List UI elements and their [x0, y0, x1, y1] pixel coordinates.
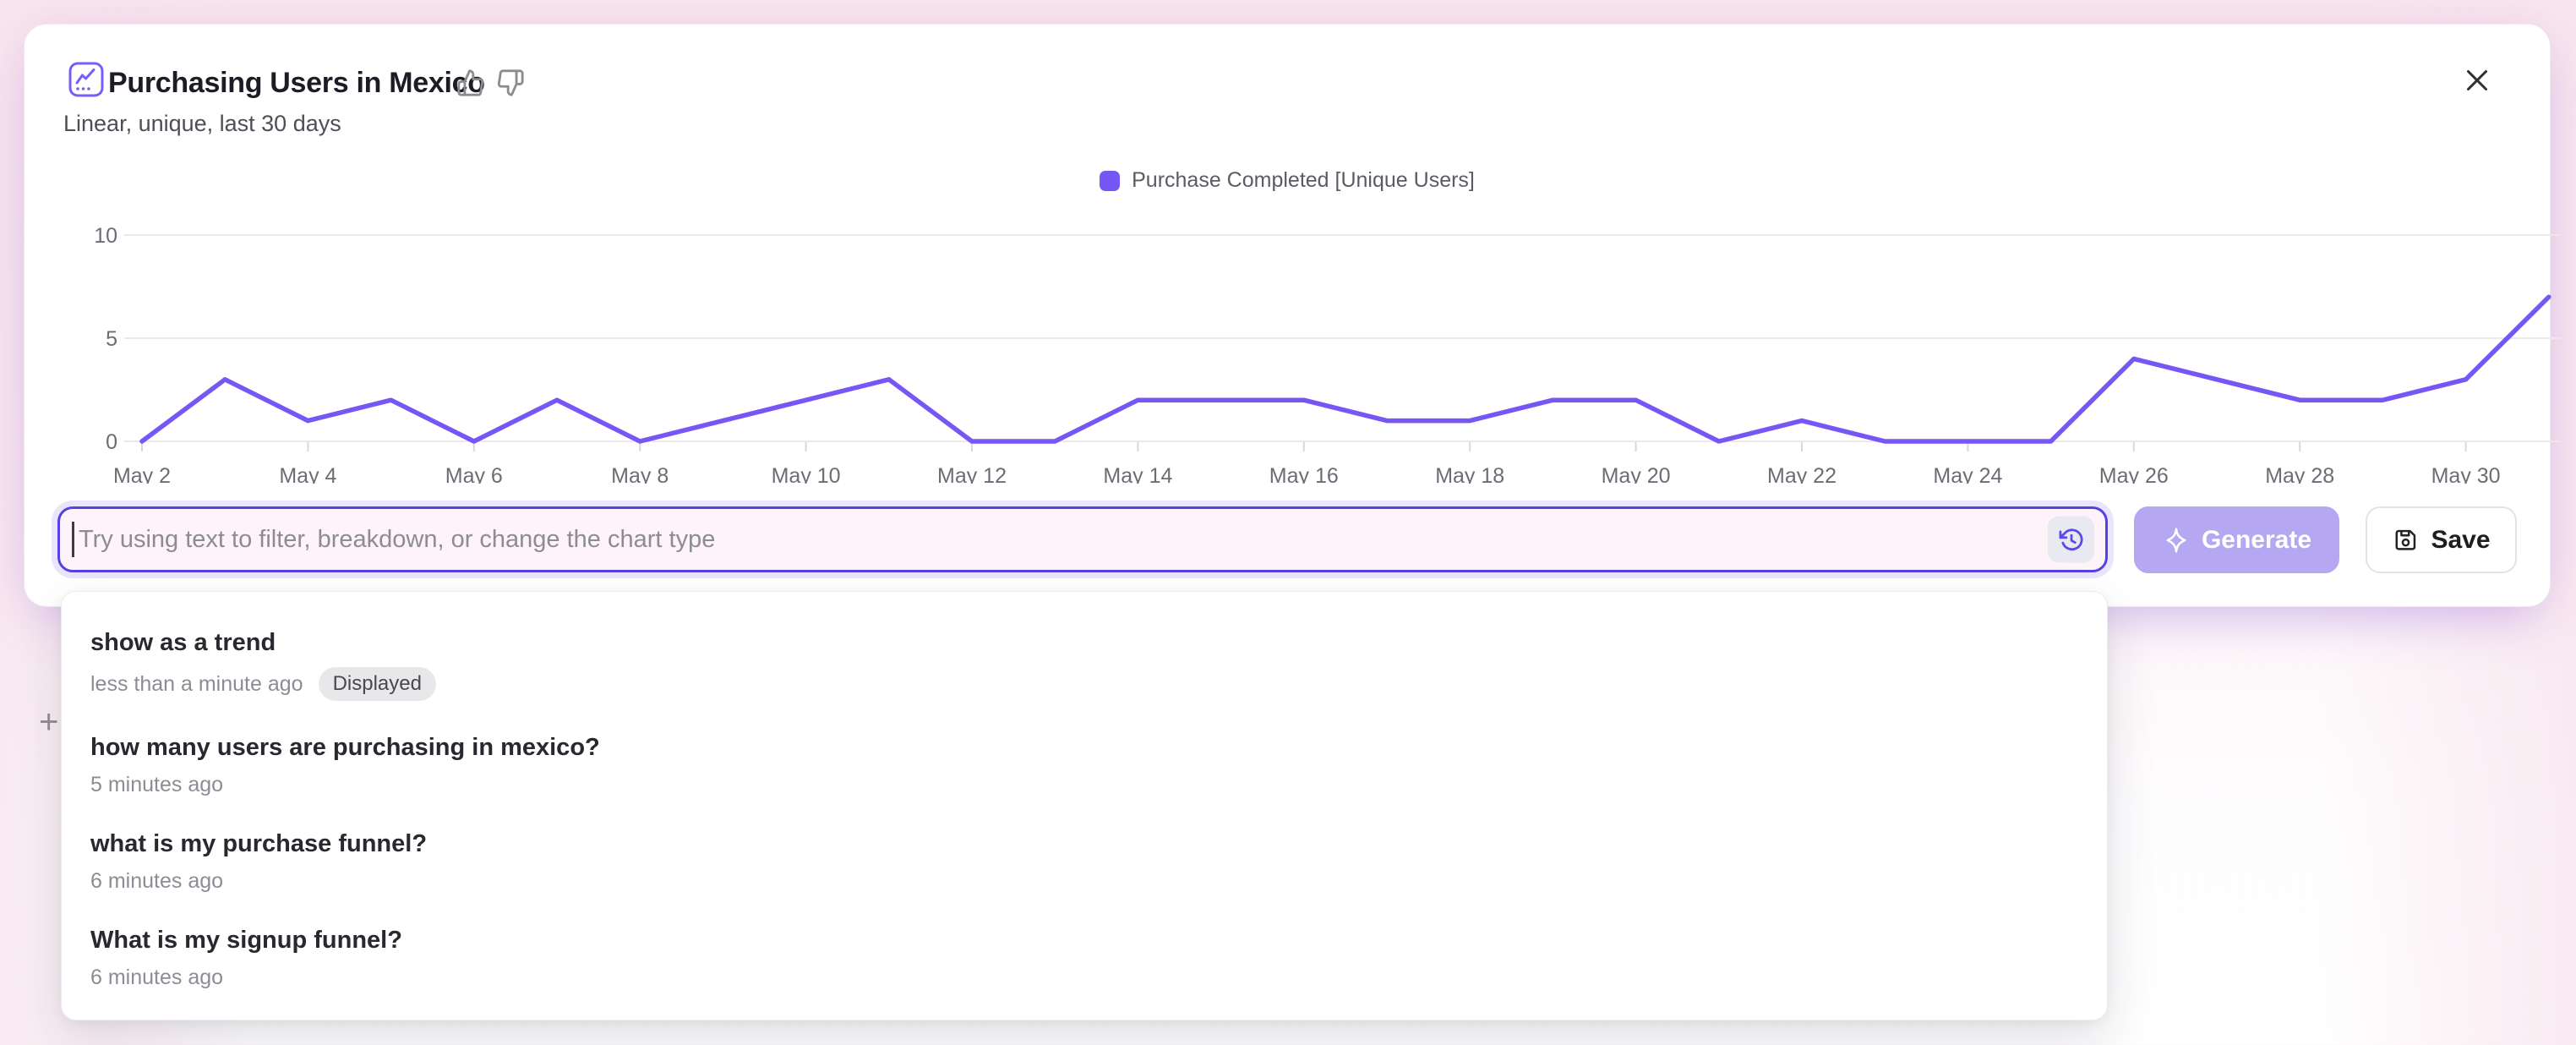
history-icon [2059, 528, 2082, 550]
text-caret [72, 522, 74, 557]
history-item-title: What is my signup funnel? [90, 927, 402, 954]
history-dropdown: show as a trend less than a minute ago D… [61, 591, 2108, 1020]
svg-text:May 18: May 18 [1435, 464, 1504, 484]
ai-prompt-input[interactable]: Try using text to filter, breakdown, or … [57, 506, 2108, 572]
generate-label: Generate [2201, 525, 2312, 554]
history-item[interactable]: what is my purchase funnel? 6 minutes ag… [62, 813, 2107, 910]
generate-button[interactable]: Generate [2134, 506, 2339, 573]
cursor-plus-artifact: + [39, 703, 59, 741]
history-item[interactable]: What is my signup funnel? 6 minutes ago [62, 910, 2107, 1006]
close-icon[interactable] [2462, 65, 2492, 96]
svg-text:May 4: May 4 [279, 464, 336, 484]
svg-text:May 28: May 28 [2265, 464, 2334, 484]
history-item-title: how many users are purchasing in mexico? [90, 734, 600, 761]
svg-text:May 8: May 8 [611, 464, 669, 484]
save-label: Save [2431, 525, 2491, 554]
chart-subtitle: Linear, unique, last 30 days [63, 111, 341, 136]
history-item-time: 6 minutes ago [90, 869, 224, 893]
svg-text:May 10: May 10 [772, 464, 841, 484]
history-list: show as a trend less than a minute ago D… [62, 612, 2107, 1006]
legend-swatch [1100, 170, 1121, 191]
history-button[interactable] [2048, 516, 2094, 563]
svg-text:May 14: May 14 [1103, 464, 1172, 484]
save-button[interactable]: Save [2366, 506, 2517, 573]
line-chart[interactable]: 0 5 10 May 2 May 4 May 6 May 8 May 10 May 12 May … [34, 196, 2576, 484]
save-icon [2395, 529, 2416, 550]
page-title: Purchasing Users in Mexico [108, 67, 485, 99]
legend-label: Purchase Completed [Unique Users] [1132, 168, 1475, 192]
svg-text:10: 10 [94, 224, 117, 248]
svg-text:May 2: May 2 [113, 464, 171, 484]
thumbs-up-icon[interactable] [456, 68, 485, 97]
svg-text:May 24: May 24 [1933, 464, 2002, 484]
svg-text:5: 5 [106, 327, 117, 351]
history-item-time: 5 minutes ago [90, 773, 224, 796]
svg-text:May 12: May 12 [937, 464, 1007, 484]
history-item-title: show as a trend [90, 629, 276, 656]
history-item-time: 6 minutes ago [90, 966, 224, 989]
history-item[interactable]: show as a trend less than a minute ago D… [62, 612, 2107, 717]
svg-text:May 6: May 6 [445, 464, 503, 484]
history-item-title: what is my purchase funnel? [90, 830, 428, 857]
svg-text:May 22: May 22 [1767, 464, 1836, 484]
svg-text:May 26: May 26 [2099, 464, 2169, 484]
history-item[interactable]: how many users are purchasing in mexico?… [62, 717, 2107, 813]
svg-text:May 20: May 20 [1602, 464, 1671, 484]
sparkle-icon [2166, 527, 2186, 553]
prompt-placeholder: Try using text to filter, breakdown, or … [79, 525, 716, 553]
svg-text:May 16: May 16 [1269, 464, 1339, 484]
chart-report-icon [68, 62, 104, 97]
svg-text:May 30: May 30 [2431, 464, 2501, 484]
svg-text:0: 0 [106, 430, 117, 454]
thumbs-down-icon[interactable] [496, 68, 525, 97]
history-item-badge: Displayed [318, 667, 436, 701]
chart-legend[interactable]: Purchase Completed [Unique Users] [25, 168, 2550, 193]
history-item-time: less than a minute ago [90, 672, 303, 696]
